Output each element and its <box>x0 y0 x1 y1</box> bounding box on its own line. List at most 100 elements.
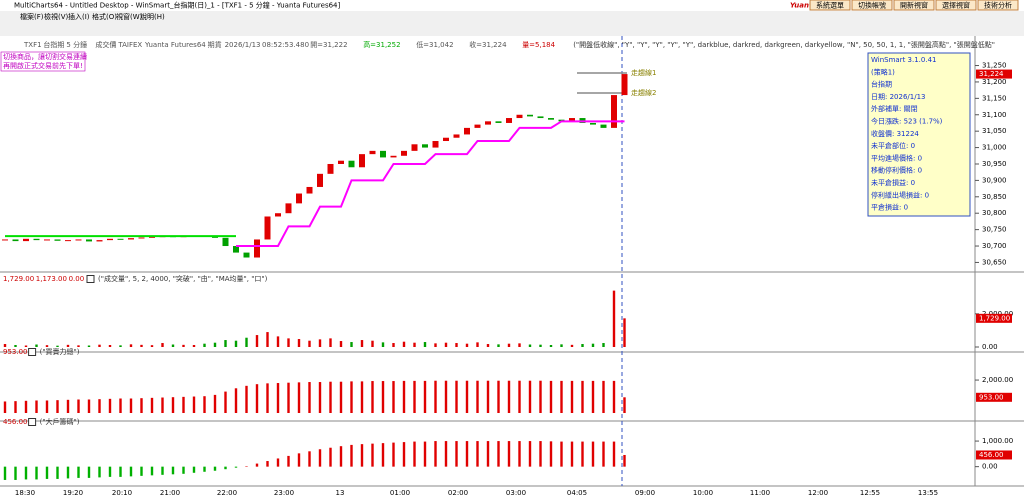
bar <box>339 341 343 347</box>
bar <box>371 340 374 347</box>
bar <box>350 444 353 467</box>
bar <box>297 382 301 413</box>
bar <box>360 381 364 413</box>
toolbar-button[interactable] <box>977 0 1019 11</box>
bar <box>612 290 616 347</box>
note-text: 再開啟正式交易前先下單! <box>3 61 83 70</box>
bar <box>392 442 395 467</box>
bar <box>350 342 353 347</box>
bar <box>45 345 49 347</box>
panel-close[interactable] <box>28 348 37 356</box>
candle <box>474 124 481 128</box>
bar <box>245 466 248 467</box>
symbol-info: 2026/1/13 <box>225 41 261 49</box>
candle <box>600 124 607 128</box>
bar <box>287 455 290 467</box>
candle <box>411 144 418 151</box>
bar <box>308 451 311 467</box>
panel-value: 456.00 <box>3 418 28 426</box>
bar <box>329 338 332 347</box>
bar <box>56 466 59 479</box>
bar <box>308 382 311 413</box>
bar <box>3 466 7 480</box>
symbol-info: 期貨 <box>208 40 222 49</box>
bar <box>518 380 521 413</box>
bar <box>602 380 605 413</box>
toolbar-button[interactable] <box>935 0 977 11</box>
bar <box>381 342 385 347</box>
symbol-info: 開=31,222 <box>310 41 347 49</box>
candle <box>422 144 428 148</box>
time-label: 11:00 <box>750 489 770 497</box>
time-label: 13:55 <box>918 489 938 497</box>
bar <box>402 341 406 347</box>
last-value-label: 31,224 <box>979 70 1004 78</box>
y-tick-label: 30,850 <box>982 193 1007 201</box>
bar <box>497 344 500 347</box>
candle <box>75 239 82 241</box>
toolbar-button[interactable] <box>893 0 935 11</box>
bar <box>570 344 574 347</box>
bar <box>507 380 511 413</box>
bar <box>602 441 605 467</box>
bar <box>24 400 28 413</box>
bar <box>98 466 101 478</box>
bar <box>287 338 290 347</box>
strategy-params: ("開盤低收線", "Y", "Y", "Y", "Y", "Y", darkb… <box>573 40 995 49</box>
candle <box>2 239 8 241</box>
candle <box>348 160 355 168</box>
bar <box>171 344 175 347</box>
bar <box>266 332 269 347</box>
candle <box>306 186 313 194</box>
symbol-info: 高=31,252 <box>363 40 400 49</box>
bar <box>444 380 448 413</box>
bar <box>444 441 448 467</box>
bar <box>119 345 122 347</box>
candle <box>65 240 71 242</box>
bar <box>560 380 563 413</box>
candle <box>212 236 218 238</box>
bar <box>56 400 59 413</box>
bar <box>14 466 17 480</box>
bar <box>161 343 164 347</box>
bar <box>161 466 164 475</box>
bar <box>413 380 416 413</box>
candle <box>96 240 103 242</box>
time-label: 20:10 <box>112 489 132 497</box>
candle <box>548 118 554 120</box>
candle <box>369 150 376 155</box>
bar <box>465 380 469 413</box>
bar <box>581 441 584 467</box>
candle <box>327 163 334 174</box>
bar <box>14 401 17 413</box>
last-value-label: 456.00 <box>979 451 1004 459</box>
info-box <box>867 52 971 217</box>
last-value-badge <box>976 392 1012 402</box>
bar <box>434 380 437 413</box>
bar <box>455 380 458 413</box>
y-tick-label: 30,800 <box>982 209 1007 217</box>
info-line: 外部補單: 關閉 <box>871 104 918 113</box>
info-line: 停利緩出場損益: 0 <box>871 190 929 199</box>
candle <box>243 252 250 258</box>
last-value-badge <box>976 313 1012 323</box>
bar <box>192 396 196 413</box>
bar <box>224 391 227 413</box>
bar <box>182 344 185 347</box>
menu-item: 格式(O) <box>92 12 117 21</box>
panel-value: 1,729.00 <box>3 275 34 283</box>
candle <box>569 118 575 122</box>
candle <box>495 121 502 123</box>
bar <box>465 343 469 347</box>
toolbar-button[interactable] <box>851 0 893 11</box>
toolbar-button[interactable] <box>809 0 851 11</box>
time-label: 18:30 <box>15 489 35 497</box>
bar <box>413 342 416 347</box>
panel-close[interactable] <box>86 275 95 283</box>
bar <box>434 343 437 347</box>
panel-close[interactable] <box>28 418 37 426</box>
y-tick-label: 30,750 <box>982 226 1007 234</box>
y-tick-label: 30,700 <box>982 242 1007 250</box>
candle <box>138 237 145 239</box>
candle <box>107 238 113 241</box>
